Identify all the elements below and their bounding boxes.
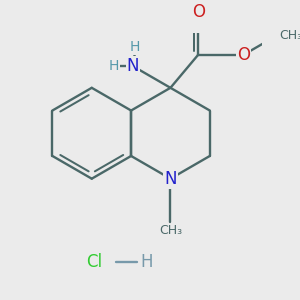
Text: H: H	[141, 253, 153, 271]
Text: N: N	[164, 170, 177, 188]
Text: CH₃: CH₃	[159, 224, 182, 238]
Text: N: N	[127, 57, 139, 75]
Text: H: H	[109, 59, 119, 73]
Text: O: O	[237, 46, 250, 64]
Text: H: H	[130, 40, 140, 54]
Text: O: O	[192, 3, 205, 21]
Text: CH₃: CH₃	[280, 29, 300, 42]
Text: Cl: Cl	[86, 253, 102, 271]
